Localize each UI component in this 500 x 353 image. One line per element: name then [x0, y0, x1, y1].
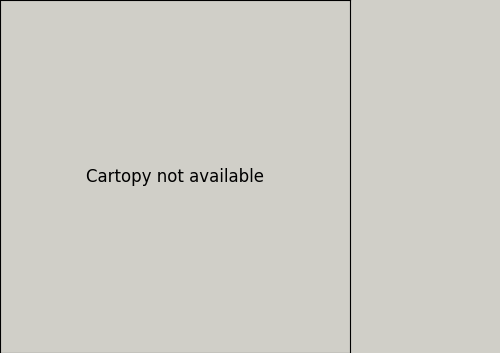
Text: Cartopy not available: Cartopy not available — [86, 168, 264, 185]
